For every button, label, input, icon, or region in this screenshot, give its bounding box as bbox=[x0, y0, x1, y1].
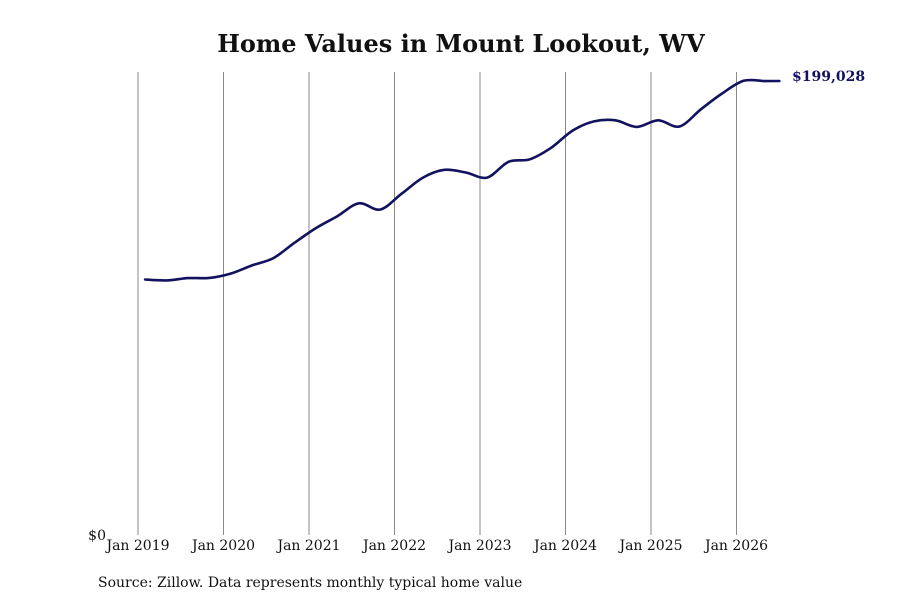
x-tick-label: Jan 2025 bbox=[617, 538, 682, 554]
x-tick-label: Jan 2024 bbox=[532, 538, 597, 554]
x-tick-label: Jan 2019 bbox=[104, 538, 169, 554]
vertical-gridlines bbox=[137, 72, 737, 535]
x-tick-label: Jan 2022 bbox=[361, 538, 426, 554]
x-tick-label: Jan 2021 bbox=[275, 538, 340, 554]
x-axis-ticks: Jan 2019 Jan 2020 Jan 2021 Jan 2022 Jan 2023… bbox=[104, 538, 768, 554]
x-tick-label: Jan 2020 bbox=[190, 538, 255, 554]
latest-value-label: $199,028 bbox=[792, 69, 865, 85]
y-axis-zero-label: $0 bbox=[88, 528, 106, 544]
x-tick-label: Jan 2023 bbox=[446, 538, 511, 554]
chart-title: Home Values in Mount Lookout, WV bbox=[217, 29, 705, 58]
home-value-series-line bbox=[143, 78, 781, 282]
x-tick-label: Jan 2026 bbox=[703, 538, 768, 554]
source-note: Source: Zillow. Data represents monthly … bbox=[98, 575, 522, 591]
